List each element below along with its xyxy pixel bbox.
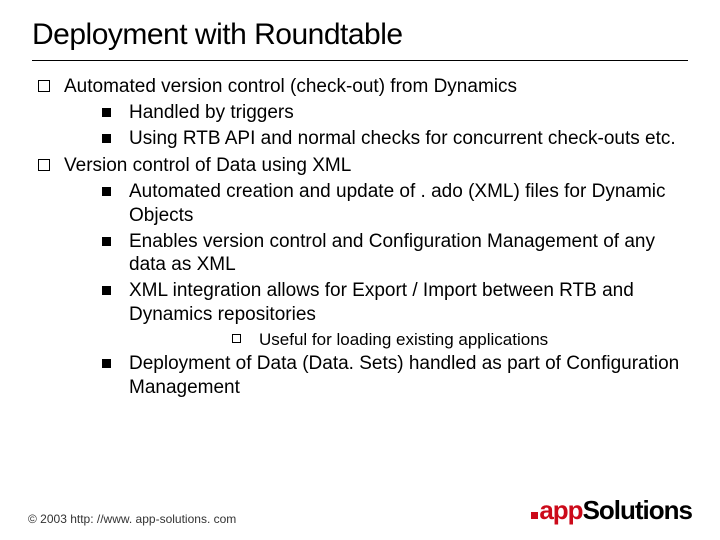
item-text: Deployment of Data (Data. Sets) handled …	[129, 352, 688, 400]
square-filled-bullet-icon	[102, 108, 111, 117]
square-filled-bullet-icon	[102, 359, 111, 368]
list-item: Deployment of Data (Data. Sets) handled …	[102, 352, 688, 400]
logo-square-icon	[531, 512, 538, 519]
brand-logo: appSolutions	[531, 495, 692, 526]
copyright-text: © 2003 http: //www. app-solutions. com	[28, 512, 236, 526]
square-filled-bullet-icon	[102, 286, 111, 295]
bullet-outline: Automated version control (check-out) fr…	[32, 75, 688, 399]
square-open-bullet-icon	[38, 159, 50, 171]
list-item: Enables version control and Configuratio…	[102, 230, 688, 278]
list-item: Using RTB API and normal checks for conc…	[102, 127, 688, 151]
slide-footer: © 2003 http: //www. app-solutions. com a…	[28, 495, 692, 526]
item-text: Using RTB API and normal checks for conc…	[129, 127, 676, 151]
slide: Deployment with Roundtable Automated ver…	[0, 0, 720, 540]
list-item: Handled by triggers	[102, 101, 688, 125]
item-text: Useful for loading existing applications	[259, 329, 548, 350]
title-rule	[32, 60, 688, 61]
square-filled-bullet-icon	[102, 187, 111, 196]
square-open-bullet-icon	[232, 334, 241, 343]
list-item: Version control of Data using XML Automa…	[38, 154, 688, 399]
item-text: XML integration allows for Export / Impo…	[129, 279, 688, 327]
slide-title: Deployment with Roundtable	[32, 18, 688, 52]
list-item: Useful for loading existing applications	[232, 329, 688, 350]
square-filled-bullet-icon	[102, 134, 111, 143]
item-text: Automated creation and update of . ado (…	[129, 180, 688, 228]
logo-text-solutions: Solutions	[583, 495, 692, 526]
logo-text-app: app	[539, 495, 582, 526]
item-text: Automated version control (check-out) fr…	[64, 75, 517, 99]
list-item: Automated creation and update of . ado (…	[102, 180, 688, 228]
item-text: Version control of Data using XML	[64, 154, 351, 178]
list-item: Automated version control (check-out) fr…	[38, 75, 688, 150]
item-text: Enables version control and Configuratio…	[129, 230, 688, 278]
list-item: XML integration allows for Export / Impo…	[102, 279, 688, 350]
square-filled-bullet-icon	[102, 237, 111, 246]
square-open-bullet-icon	[38, 80, 50, 92]
item-text: Handled by triggers	[129, 101, 294, 125]
